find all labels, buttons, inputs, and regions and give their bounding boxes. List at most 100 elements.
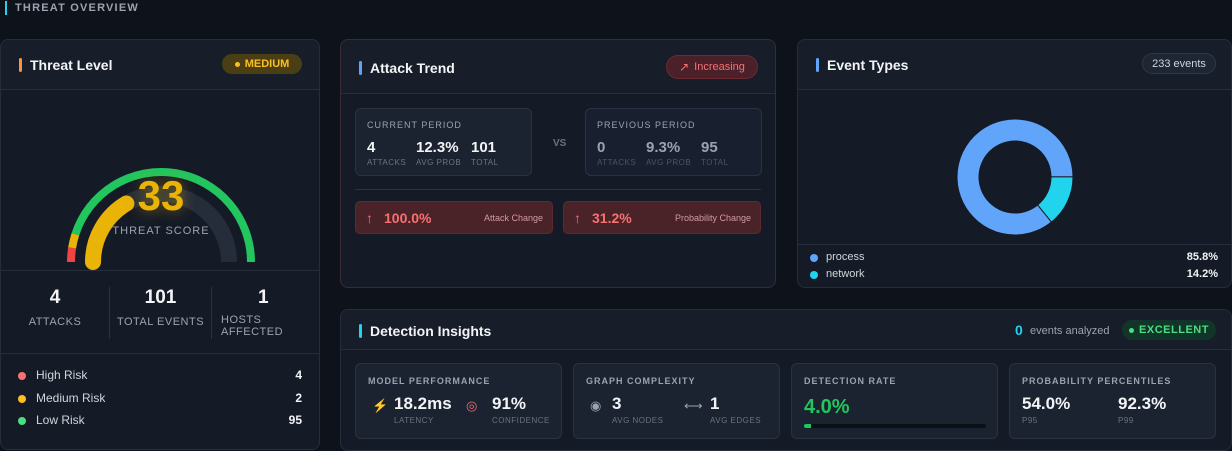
period-label: CURRENT PERIOD (367, 120, 462, 130)
badge-text: Increasing (694, 61, 745, 73)
period-label: PREVIOUS PERIOD (597, 120, 696, 130)
metric-label: LATENCY (394, 416, 434, 425)
metric-value: 12.3% (416, 139, 459, 156)
events-badge: 233 events (1142, 53, 1216, 74)
gauge-scale-low (67, 247, 77, 263)
divider (1, 270, 319, 271)
rate-bar (804, 424, 812, 428)
detection-insights-panel: Detection Insights 0 events analyzed EXC… (340, 309, 1232, 451)
divider (798, 244, 1231, 245)
metric-value: 101 (471, 139, 497, 156)
rate-value: 4.0% (804, 396, 850, 418)
metric-label: AVG NODES (612, 416, 664, 425)
period-metric: 101 TOTAL (471, 139, 499, 167)
metric-label: TOTAL (471, 158, 499, 167)
metric-value: 1 (710, 394, 720, 413)
metric-icon: ⟷ (684, 398, 703, 413)
insight-card: GRAPH COMPLEXITY ◉ 3 AVG NODES ⟷ 1 AVG EDGES (573, 363, 780, 439)
donut-chart (956, 118, 1074, 236)
metric-value: 3 (612, 394, 622, 413)
metric-label: AVG PROB (416, 158, 462, 167)
metric-value: 92.3% (1118, 394, 1167, 413)
period-card: PREVIOUS PERIOD 0 ATTACKS 9.3% AVG PROB 95 TOT… (585, 108, 762, 176)
divider (1, 353, 319, 354)
stat: 1 HOSTS AFFECTED (211, 287, 319, 339)
period-metric: 12.3% AVG PROB (416, 139, 461, 167)
insight-card: MODEL PERFORMANCE ⚡ 18.2ms LATENCY ◎ 91% CONFI… (355, 363, 562, 439)
risk-dot (18, 372, 26, 380)
insight-card: DETECTION RATE 4.0% (791, 363, 998, 439)
badge-text: MEDIUM (244, 58, 290, 70)
stat-value: 101 (144, 287, 177, 308)
events-label: events analyzed (1030, 325, 1110, 337)
stat-label: ATTACKS (28, 316, 82, 328)
card-title: DETECTION RATE (804, 376, 897, 386)
card-title: GRAPH COMPLEXITY (586, 376, 696, 386)
risk-value: 4 (295, 368, 302, 382)
legend-value: 85.8% (1186, 251, 1218, 263)
panel-title: Attack Trend (359, 60, 455, 76)
event-types-panel: Event Types 233 events process 85.8% netwo… (797, 39, 1232, 288)
insight-card: PROBABILITY PERCENTILES 54.0% P95 92.3% P99 (1009, 363, 1216, 439)
page-header: THREAT OVERVIEW (15, 2, 139, 14)
metric-value: 54.0% (1022, 394, 1071, 413)
change-card: ↑ 31.2% Probability Change (563, 201, 761, 234)
legend-dot (810, 254, 818, 262)
badge-text: EXCELLENT (1139, 324, 1209, 336)
panel-title: Detection Insights (359, 323, 491, 339)
legend-label: network (826, 268, 865, 280)
metric-label: AVG EDGES (710, 416, 762, 425)
metric-label: ATTACKS (597, 158, 637, 167)
metric-label: P99 (1118, 416, 1134, 425)
gauge-value (85, 195, 135, 270)
period-card: CURRENT PERIOD 4 ATTACKS 12.3% AVG PROB 101 TO… (355, 108, 532, 176)
risk-label: Medium Risk (36, 390, 106, 405)
gauge-scale-high (71, 168, 255, 263)
threat-level-panel: Threat Level MEDIUM 33 THREAT SCORE 4 ATT… (0, 39, 320, 450)
trend-badge: ↗ Increasing (666, 55, 758, 79)
legend-dot (810, 271, 818, 279)
donut-slice (1036, 176, 1074, 223)
header-bar (5, 1, 7, 15)
risk-value: 2 (295, 390, 302, 405)
change-card: ↑ 100.0% Attack Change (355, 201, 553, 234)
insight-metric: 92.3% P99 (1118, 394, 1166, 425)
change-arrow: ↑ (574, 210, 581, 226)
panel-header (341, 310, 1231, 350)
change-label: Probability Change (674, 213, 751, 223)
legend-label: process (826, 251, 865, 263)
insight-metric: 54.0% P95 (1022, 394, 1070, 425)
period-metric: 9.3% AVG PROB (646, 139, 691, 167)
metric-icon: ⚡ (372, 398, 389, 413)
metric-value: 9.3% (646, 139, 681, 156)
donut-slice (956, 118, 1074, 236)
risk-dot (18, 417, 26, 425)
legend-value: 14.2% (1186, 268, 1218, 280)
card-title: MODEL PERFORMANCE (368, 376, 491, 386)
panel-title: Threat Level (19, 57, 112, 73)
metric-label: ATTACKS (367, 158, 407, 167)
score-label: THREAT SCORE (112, 225, 210, 237)
period-metric: 4 ATTACKS (367, 139, 406, 167)
metric-icon: ◉ (590, 398, 602, 413)
panel-title: Event Types (816, 57, 908, 73)
insight-metric: 18.2ms LATENCY (394, 394, 452, 425)
change-arrow: ↑ (366, 210, 373, 226)
card-title: PROBABILITY PERCENTILES (1022, 376, 1172, 386)
threat-score: 33 (137, 172, 185, 219)
rate-track (804, 424, 986, 428)
metric-value: 91% (492, 394, 527, 413)
metric-value: 18.2ms (394, 394, 452, 413)
metric-label: CONFIDENCE (492, 416, 550, 425)
stat-label: HOSTS AFFECTED (221, 314, 284, 338)
insight-metric: 3 AVG NODES (612, 394, 663, 425)
risk-dot (18, 394, 26, 403)
period-metric: 95 TOTAL (701, 139, 729, 167)
insight-metric: 1 AVG EDGES (710, 394, 761, 425)
metric-label: P95 (1022, 416, 1038, 425)
divider (355, 189, 761, 190)
metric-label: AVG PROB (646, 158, 692, 167)
attack-trend-panel: Attack Trend ↗ Increasing CURRENT PERIOD 4… (340, 39, 776, 288)
